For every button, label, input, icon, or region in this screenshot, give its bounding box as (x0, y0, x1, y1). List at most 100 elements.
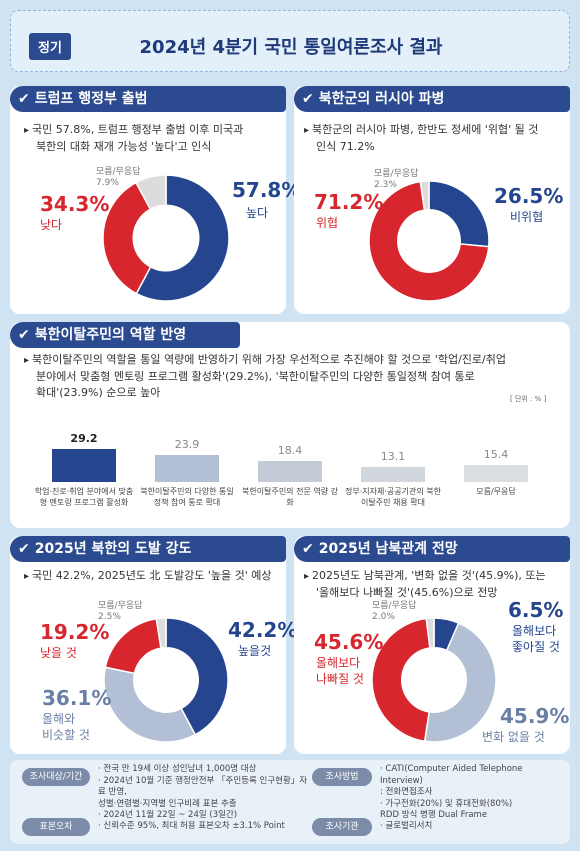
panel-russia-title: ✔ 북한군의 러시아 파병 (294, 86, 570, 112)
threat-pct: 71.2% (314, 190, 384, 214)
panel-provocation: ✔ 2025년 북한의 도발 강도 ▸ 국민 42.2%, 2025년도 北 도발강… (10, 536, 297, 754)
panel-title-text: 2025년 남북관계 전망 (318, 541, 458, 557)
donut-slice (428, 180, 490, 248)
bullet-line: 2025년도 남북관계, '변화 없을 것'(45.9%), 또는 (312, 569, 546, 582)
dk-pct: 2.5% (98, 612, 121, 622)
bullet-line: 북한이탈주민의 역할을 통일 역량에 반영하기 위해 가장 우선적으로 추진해야… (32, 353, 506, 366)
dk-pct: 7.9% (96, 178, 119, 188)
bullet-line: 국민 57.8%, 트럼프 행정부 출범 이후 미국과 (32, 123, 244, 136)
high-pct: 42.2% (228, 618, 298, 642)
target-line: · 2024년 10월 기준 행정안전부 「주민등록 인구현황」자료 반영, (98, 775, 308, 798)
threat-label: 위협 (316, 216, 339, 230)
donut-chart-provocation (103, 617, 229, 743)
bullet-icon: ▸ (24, 125, 30, 136)
dk-label: 모름/무응답 (96, 167, 141, 177)
donut-slice (155, 617, 167, 650)
bullet-line: '올해보다 나빠질 것'(45.6%)으로 전망 (316, 586, 498, 599)
worse-label-2: 나빠질 것 (316, 672, 364, 686)
panel-russia-bullet: ▸ 북한군의 러시아 파병, 한반도 정세에 '위협' 될 것 인식 71.2% (304, 122, 566, 155)
bullet-line: 확대'(23.9%) 순으로 높아 (36, 386, 161, 399)
bullet-icon: ▸ (304, 571, 310, 582)
high-pct: 57.8% (232, 178, 302, 202)
donut-slice (371, 617, 431, 743)
bar-category-label: 정부·지자체·공공기관의 북한이탈주민 채용 확대 (345, 487, 441, 507)
check-icon: ✔ (18, 327, 30, 343)
donut-chart-relations (371, 617, 497, 743)
bar-category-label: 학업·진로·취업 분야에서 맞춤형 멘토링 프로그램 활성화 (34, 487, 134, 507)
nothreat-label: 비위협 (510, 210, 544, 224)
target-line: · 전국 만 19세 이상 성인남녀 1,000명 대상 (98, 764, 257, 774)
panel-relations-bullet: ▸ 2025년도 남북관계, '변화 없을 것'(45.9%), 또는 '올해보다… (304, 568, 566, 601)
org-text: · 글로벌리서치 (380, 821, 433, 831)
target-label: 조사대상/기간 (22, 768, 90, 786)
dk-label: 모름/무응답 (372, 601, 417, 611)
bar (361, 467, 425, 482)
panel-title-text: 북한이탈주민의 역할 반영 (34, 327, 187, 343)
error-label: 표본오차 (22, 818, 90, 836)
dk-pct: 2.3% (374, 180, 397, 190)
better-label-1: 올해보다 (512, 624, 557, 638)
bar-category-label: 북한이탈주민의 다양한 통일정책 참여 통로 확대 (140, 487, 234, 507)
donut-chart-trump (102, 174, 230, 302)
low-pct: 19.2% (40, 620, 110, 644)
bullet-line: 북한군의 러시아 파병, 한반도 정세에 '위협' 될 것 (312, 123, 539, 136)
bar-value-label: 29.2 (70, 431, 98, 445)
panel-trump-title: ✔ 트럼프 행정부 출범 (10, 86, 286, 112)
bar (155, 454, 219, 482)
panel-relations: ✔ 2025년 남북관계 전망 ▸ 2025년도 남북관계, '변화 없을 것'(4… (294, 536, 570, 754)
worse-pct: 45.6% (314, 630, 384, 654)
low-label: 낮다 (40, 218, 63, 232)
nothreat-pct: 26.5% (494, 184, 564, 208)
same-label-1: 올해와 (42, 712, 76, 726)
check-icon: ✔ (302, 91, 314, 107)
method-line: : 전화면접조사 (380, 787, 433, 797)
survey-info: 조사대상/기간 · 전국 만 19세 이상 성인남녀 1,000명 대상 · 2… (10, 760, 570, 844)
low-label: 낮을 것 (40, 646, 77, 660)
bar-value-label: 18.4 (277, 444, 303, 458)
low-pct: 34.3% (40, 192, 110, 216)
panel-provocation-title: ✔ 2025년 북한의 도발 강도 (10, 536, 286, 562)
same-label: 변화 없을 것 (482, 730, 545, 744)
panel-defector-title: ✔ 북한이탈주민의 역할 반영 (10, 322, 240, 348)
same-label-2: 비슷할 것 (42, 728, 90, 742)
donut-chart-russia (368, 180, 490, 302)
bullet-line: 인식 71.2% (316, 140, 375, 153)
check-icon: ✔ (18, 541, 30, 557)
panel-provocation-bullet: ▸ 국민 42.2%, 2025년도 北 도발강도 '높을 것' 예상 (24, 568, 284, 585)
panel-defector: ✔ 북한이탈주민의 역할 반영 ▸ 북한이탈주민의 역할을 통일 역량에 반영하기 … (10, 322, 570, 528)
donut-slice (103, 666, 197, 743)
panel-trump-bullet: ▸ 국민 57.8%, 트럼프 행정부 출범 이후 미국과 북한의 대화 재개 가… (24, 122, 284, 155)
bullet-icon: ▸ (304, 125, 310, 136)
panel-title-text: 2025년 북한의 도발 강도 (34, 541, 192, 557)
donut-slice (134, 174, 167, 211)
donut-slice (425, 617, 435, 649)
donut-slice (368, 180, 490, 302)
bar (52, 448, 116, 482)
bar-value-label: 15.4 (483, 447, 509, 461)
panel-title-text: 북한군의 러시아 파병 (318, 91, 445, 107)
worse-label-1: 올해보다 (316, 656, 361, 670)
unit-label: [ 단위 : % ] (510, 395, 547, 403)
panel-relations-title: ✔ 2025년 남북관계 전망 (294, 536, 570, 562)
method-line: RDD 방식 병행 Dual Frame (380, 810, 488, 820)
bar-value-label: 23.9 (174, 437, 200, 451)
bar-category-label: 북한이탈주민의 전문 역량 강화 (242, 487, 338, 507)
method-line: · CATI(Computer Aided Telephone Intervie… (380, 764, 523, 786)
org-label: 조사기관 (312, 818, 372, 836)
bar (464, 464, 528, 482)
same-pct: 36.1% (42, 686, 112, 710)
panel-title-text: 트럼프 행정부 출범 (34, 91, 148, 107)
bullet-icon: ▸ (24, 355, 30, 366)
donut-slice (419, 180, 430, 211)
target-text: · 전국 만 19세 이상 성인남녀 1,000명 대상 · 2024년 10월… (98, 764, 313, 822)
check-icon: ✔ (18, 91, 30, 107)
method-text: · CATI(Computer Aided Telephone Intervie… (380, 764, 565, 822)
method-label: 조사방법 (312, 768, 372, 786)
donut-slice (104, 617, 162, 675)
method-line: · 가구전화(20%) 및 휴대전화(80%) (380, 798, 513, 809)
bar-value-label: 13.1 (380, 450, 406, 464)
better-pct: 6.5% (508, 598, 564, 622)
bullet-line: 북한의 대화 재개 가능성 '높다'고 인식 (36, 140, 212, 153)
header-box: 정기 2024년 4분기 국민 통일여론조사 결과 (10, 10, 570, 72)
donut-slice (165, 617, 229, 736)
